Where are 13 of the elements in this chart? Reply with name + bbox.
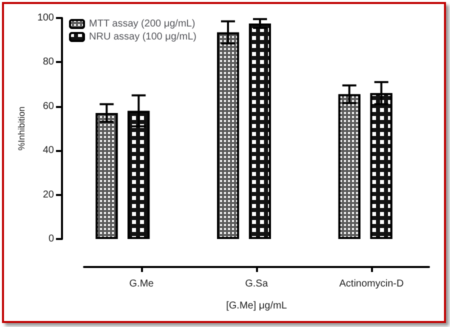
y-axis-title: %Inhibition (16, 106, 26, 151)
y-tick-label: 60 (42, 100, 54, 112)
y-tick-label: 20 (42, 189, 54, 200)
x-tick-label: Actinomycin-D (339, 278, 404, 290)
x-tick-label: G.Sa (245, 278, 268, 290)
legend-label: NRU assay (100 μg/mL) (89, 32, 196, 42)
x-tick-label: G.Me (129, 278, 154, 290)
y-tick-label: 0 (48, 234, 54, 244)
x-axis-title: [G.Me] μg/mL (226, 300, 288, 312)
y-tick-label: 80 (42, 56, 54, 68)
y-tick-label: 100 (37, 12, 54, 24)
legend-label: MTT assay (200 μg/mL) (89, 18, 196, 30)
y-tick-label: 40 (42, 145, 54, 156)
